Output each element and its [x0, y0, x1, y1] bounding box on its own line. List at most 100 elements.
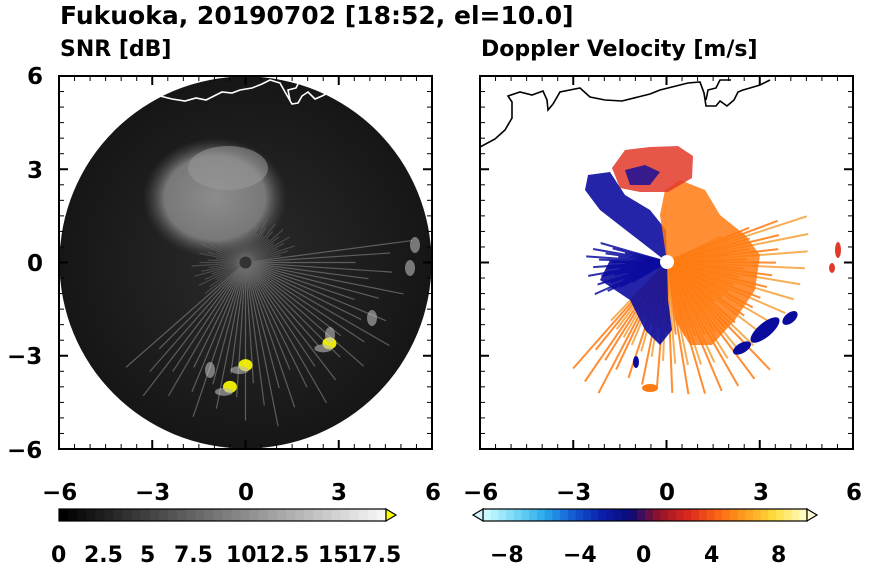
- snr-x-tick: −6: [42, 480, 77, 506]
- snr-streak: [245, 252, 391, 264]
- colorbar-extend-max: [385, 507, 398, 523]
- doppler-echo: [835, 242, 841, 258]
- colorbar-segment: [59, 509, 69, 521]
- snr-streak: [142, 262, 246, 397]
- colorbar-segment: [737, 509, 746, 521]
- snr-weak-echo: [325, 327, 335, 343]
- colorbar-segment: [195, 509, 205, 521]
- snr-y-tick: 3: [27, 158, 43, 184]
- colorbar-segment: [621, 509, 630, 521]
- snr-radar-center: [239, 256, 252, 269]
- snr-streak: [245, 239, 413, 264]
- doppler-panel-title: Doppler Velocity [m/s]: [481, 37, 758, 62]
- colorbar-segment: [506, 509, 515, 521]
- colorbar-segment: [529, 509, 538, 521]
- doppler-cb-tick: 0: [636, 543, 651, 568]
- colorbar-segment: [783, 509, 792, 521]
- snr-cb-tick: 2.5: [84, 543, 123, 568]
- colorbar-segment: [745, 509, 754, 521]
- figure-title: Fukuoka, 20190702 [18:52, el=10.0]: [60, 1, 574, 30]
- snr-echo-core: [188, 146, 268, 190]
- snr-streak: [245, 262, 365, 343]
- colorbar-segment: [683, 509, 692, 521]
- colorbar-segment: [660, 509, 669, 521]
- colorbar-segment: [513, 509, 522, 521]
- snr-x-tick: 6: [425, 480, 441, 506]
- colorbar-segment: [606, 509, 615, 521]
- colorbar-segment: [537, 509, 546, 521]
- snr-streak: [244, 262, 296, 408]
- colorbar-segment: [598, 509, 607, 521]
- snr-streak: [167, 262, 247, 397]
- snr-echo-halo: [230, 366, 249, 375]
- colorbar-segment: [140, 509, 151, 521]
- snr-streak: [172, 262, 246, 372]
- doppler-x-tick: 3: [753, 480, 769, 506]
- snr-x-tick: 3: [331, 480, 347, 506]
- snr-cb-tick: 12.5: [255, 543, 309, 568]
- colorbar-segment: [490, 509, 499, 521]
- colorbar-segment: [222, 509, 232, 521]
- colorbar-segment: [799, 509, 808, 521]
- snr-cb-tick: 7.5: [174, 543, 213, 568]
- colorbar-segment: [286, 509, 296, 521]
- snr-streak: [245, 262, 316, 367]
- colorbar-segment: [349, 509, 360, 521]
- snr-weak-echo: [205, 362, 215, 378]
- snr-panel: 6 3 0 −3 −6 −6 −3 0 3 6: [7, 64, 441, 506]
- doppler-echo: [642, 384, 658, 392]
- colorbar-segment: [714, 509, 723, 521]
- doppler-colorbar: [471, 507, 819, 523]
- colorbar-segment: [629, 509, 638, 521]
- colorbar-segment: [213, 509, 223, 521]
- doppler-echo: [750, 317, 780, 343]
- colorbar-segment: [204, 509, 214, 521]
- snr-cb-tick: 0: [51, 543, 66, 568]
- colorbar-segment: [668, 509, 677, 521]
- colorbar-segment: [68, 509, 78, 521]
- colorbar-segment: [168, 509, 178, 521]
- doppler-top-cell-blue: [625, 165, 660, 185]
- snr-panel-title: SNR [dB]: [60, 37, 171, 62]
- doppler-cb-tick: 8: [771, 543, 786, 568]
- doppler-x-tick: 6: [846, 480, 862, 506]
- snr-y-tick: −3: [7, 344, 42, 370]
- colorbar-segment: [295, 509, 305, 521]
- colorbar-segment: [358, 509, 369, 521]
- colorbar-segment: [122, 509, 133, 521]
- colorbar-segment: [498, 509, 507, 521]
- snr-y-tick: 6: [27, 64, 43, 90]
- snr-streak: [245, 262, 342, 337]
- snr-streak: [191, 262, 247, 393]
- colorbar-segment: [277, 509, 287, 521]
- colorbar-extend-max: [806, 507, 819, 523]
- colorbar-segment: [652, 509, 661, 521]
- colorbar-segment: [158, 509, 169, 521]
- doppler-panel: −6 −3 0 3 6: [463, 75, 862, 506]
- snr-streak: [245, 261, 355, 301]
- colorbar-segment: [149, 509, 160, 521]
- colorbar-segment: [583, 509, 592, 521]
- colorbar-segment: [552, 509, 561, 521]
- colorbar-segment: [249, 509, 260, 521]
- snr-cb-tick: 5: [140, 543, 155, 568]
- snr-streak: [245, 261, 404, 295]
- doppler-negative-region: [585, 172, 672, 345]
- snr-streak: [244, 262, 279, 427]
- colorbar-segment: [567, 509, 576, 521]
- snr-y-tick: −6: [7, 438, 42, 464]
- snr-streak: [245, 261, 369, 280]
- colorbar-segment: [614, 509, 623, 521]
- colorbar-segment: [575, 509, 584, 521]
- colorbar-segment: [699, 509, 708, 521]
- colorbar-segment: [231, 509, 242, 521]
- snr-weak-echo: [410, 237, 420, 253]
- snr-streak: [192, 262, 247, 418]
- colorbar-segment: [637, 509, 646, 521]
- snr-streak: [245, 262, 320, 347]
- snr-coastline: [159, 79, 337, 105]
- snr-streak: [245, 262, 364, 367]
- snr-streak: [236, 262, 247, 398]
- snr-cb-tick: 10: [226, 543, 257, 568]
